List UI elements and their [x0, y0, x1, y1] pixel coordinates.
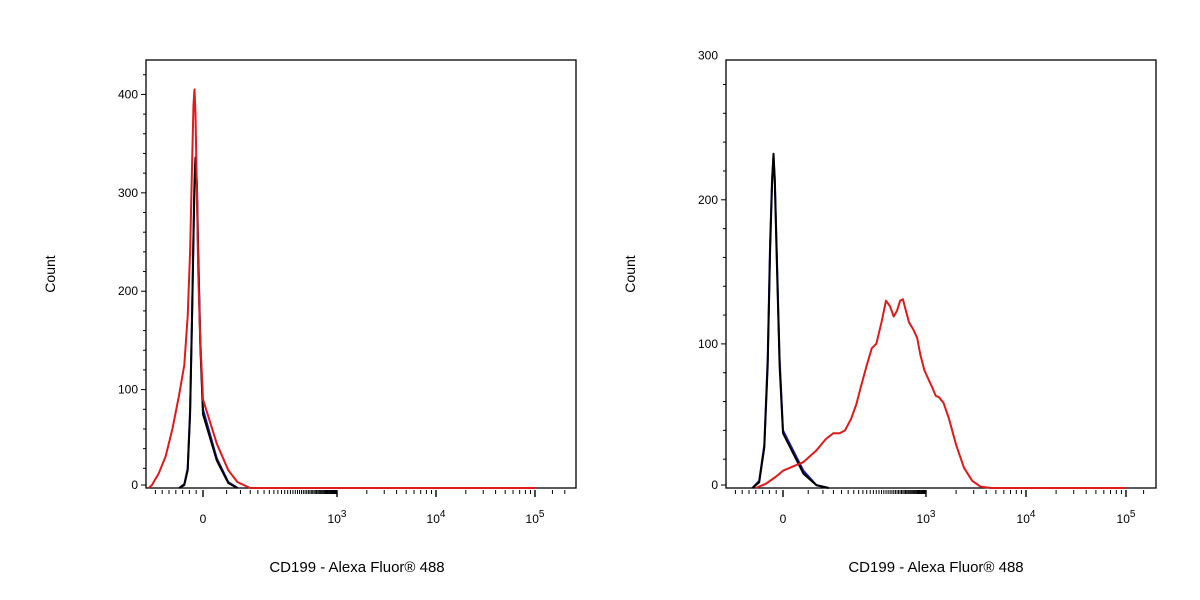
y-axis: 0 100 200 300 — [698, 49, 726, 492]
y-tick-label: 100 — [698, 337, 718, 351]
histogram-series-1 — [751, 152, 829, 489]
y-axis-label: Count — [42, 255, 58, 292]
x-tick-label: 104 — [427, 509, 446, 526]
histogram-series-2 — [755, 298, 1126, 489]
y-tick-label: 200 — [698, 193, 718, 207]
y-tick-label: 0 — [131, 478, 138, 492]
x-tick-label: 103 — [917, 509, 936, 526]
x-tick-label: 105 — [1117, 509, 1136, 526]
series-group — [147, 88, 535, 489]
x-axis-label: CD199 - Alexa Fluor® 488 — [269, 559, 444, 576]
y-tick-label: 100 — [118, 383, 138, 397]
y-tick-label: 300 — [118, 186, 138, 200]
x-tick-label: 0 — [200, 512, 207, 526]
x-tick-label: 104 — [1017, 509, 1036, 526]
x-tick-label: 103 — [328, 509, 347, 526]
series-group — [751, 152, 1126, 489]
y-tick-label: 400 — [118, 87, 138, 101]
histogram-panel-right: 0 100 200 300 0 103 104 105 Count CD199 - Alex… — [622, 49, 1157, 576]
y-tick-label: 300 — [698, 49, 718, 63]
x-axis: 0 103 104 105 — [734, 490, 1145, 526]
plot-frame — [725, 59, 1157, 489]
x-tick-label: 105 — [526, 509, 545, 526]
histogram-panel-left: 0 100 200 300 400 0 103 104 105 Count CD199 - A… — [42, 59, 577, 576]
y-axis: 0 100 200 300 400 — [118, 74, 146, 492]
x-tick-label: 0 — [780, 512, 787, 526]
x-axis-label: CD199 - Alexa Fluor® 488 — [848, 559, 1023, 576]
histogram-series-2 — [147, 88, 535, 489]
x-axis: 0 103 104 105 — [154, 490, 566, 526]
y-tick-label: 200 — [118, 284, 138, 298]
y-tick-label: 0 — [711, 478, 718, 492]
y-axis-label: Count — [622, 255, 638, 292]
